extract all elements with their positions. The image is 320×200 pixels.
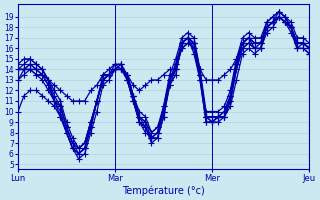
X-axis label: Température (°c): Température (°c)	[122, 185, 205, 196]
